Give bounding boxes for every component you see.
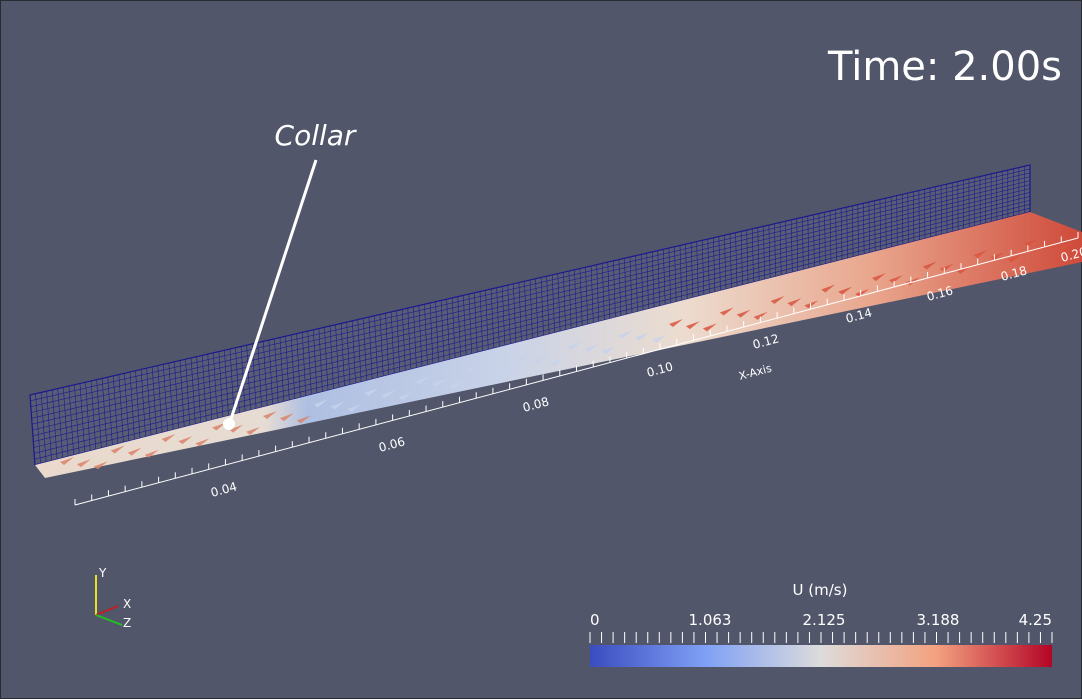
colorbar-title: U (m/s)	[793, 581, 848, 599]
colorbar-label: 0	[590, 611, 600, 629]
render-view: X-Axis 0.040.060.080.100.120.140.160.180…	[0, 0, 1082, 699]
x-label: X	[123, 597, 131, 611]
annotation-label: Collar	[275, 119, 357, 152]
colorbar-label: 4.25	[1019, 611, 1052, 629]
colorbar-gradient	[590, 645, 1052, 667]
leader-dot	[223, 418, 235, 430]
page: {"time_label": "Time: 2.00s", "annotatio…	[0, 0, 1082, 699]
z-label: Z	[123, 616, 131, 630]
colorbar-label: 1.063	[689, 611, 732, 629]
time-label: Time: 2.00s	[827, 44, 1062, 90]
y-label: Y	[98, 566, 107, 580]
colorbar-label: 3.188	[917, 611, 960, 629]
colorbar-label: 2.125	[803, 611, 846, 629]
